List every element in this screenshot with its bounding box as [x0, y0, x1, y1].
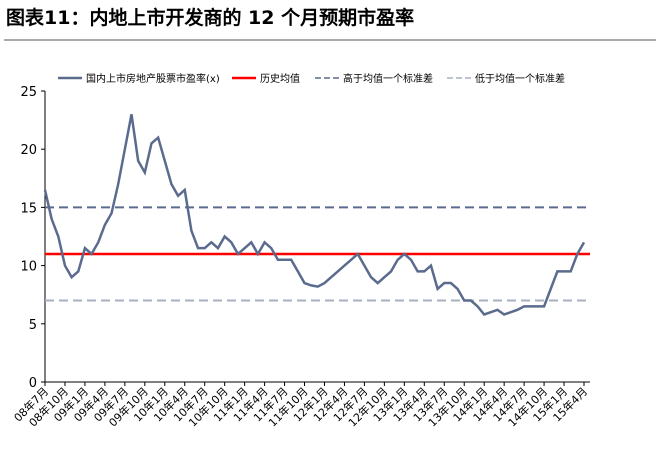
- legend-label: 高于均值一个标准差: [343, 72, 433, 85]
- chart-title: 图表11：内地上市开发商的 12 个月预期市盈率: [6, 6, 414, 29]
- y-tick-label: 15: [20, 201, 37, 216]
- legend-label: 国内上市房地产股票市盈率(x): [86, 72, 220, 85]
- legend-label: 低于均值一个标准差: [475, 72, 565, 85]
- y-tick-label: 20: [20, 143, 37, 158]
- series-line: [43, 114, 586, 316]
- y-tick-label: 0: [29, 376, 37, 391]
- y-tick-label: 25: [20, 85, 37, 100]
- y-tick-label: 5: [29, 318, 37, 333]
- y-tick-label: 10: [20, 260, 37, 275]
- legend-label: 历史均值: [260, 72, 300, 85]
